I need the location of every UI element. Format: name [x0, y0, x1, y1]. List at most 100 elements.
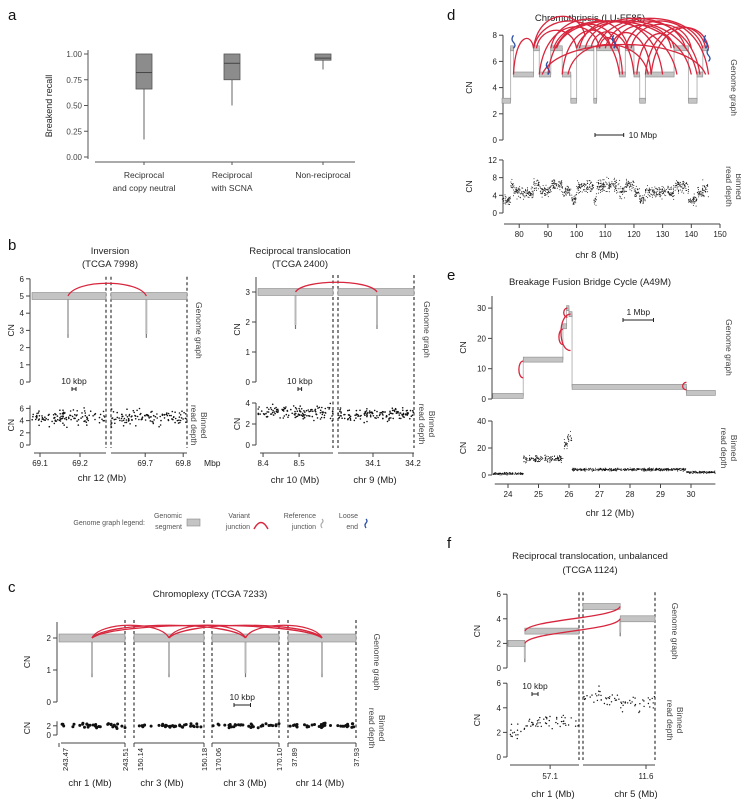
read-depth-point	[504, 472, 506, 474]
read-depth-point	[412, 409, 414, 412]
y-tick-label: 0.00	[66, 153, 82, 162]
read-depth-point	[502, 473, 503, 475]
read-depth-point	[547, 190, 549, 192]
read-depth-point	[317, 725, 321, 728]
read-depth-point	[153, 419, 155, 421]
read-depth-point	[609, 183, 610, 185]
read-depth-point	[275, 411, 278, 413]
read-depth-point	[515, 189, 517, 191]
read-depth-point	[649, 195, 651, 197]
variant-junction	[535, 29, 578, 49]
read-depth-point	[516, 192, 518, 194]
read-depth-point	[91, 723, 95, 727]
read-depth-point	[683, 182, 684, 184]
panel-label-d: d	[447, 7, 455, 24]
scale-bar-label: 10 kbp	[522, 681, 548, 691]
read-depth-point	[174, 724, 178, 728]
read-depth-point	[141, 416, 144, 419]
read-depth-points	[576, 180, 595, 194]
read-depth-point	[121, 413, 123, 416]
read-depth-point	[556, 184, 558, 186]
read-depth-point	[568, 188, 570, 190]
read-depth-point	[643, 201, 644, 203]
read-depth-point	[565, 194, 567, 196]
read-depth-point	[526, 190, 528, 192]
genomic-segment	[110, 292, 188, 300]
read-depth-point	[99, 413, 102, 416]
read-depth-point	[55, 413, 57, 416]
read-depth-point	[524, 457, 526, 459]
read-depth-point	[65, 416, 67, 419]
read-depth-point	[673, 187, 674, 189]
read-depth-point	[164, 413, 166, 416]
read-depth-point	[547, 456, 549, 457]
read-depth-point	[599, 690, 601, 693]
read-depth-point	[535, 460, 537, 462]
cn-axis-label: CN	[232, 418, 242, 430]
variant-junction	[91, 624, 170, 639]
read-depth-track-label: read depth	[367, 708, 377, 749]
read-depth-point	[508, 198, 510, 200]
panel-title: (TCGA 7998)	[82, 259, 138, 270]
y-tick-label: 30	[477, 304, 486, 313]
genomic-segment	[619, 615, 656, 623]
y-tick-label: 0	[20, 378, 25, 387]
read-depth-point	[622, 704, 624, 706]
read-depth-point	[678, 190, 680, 192]
y-tick-label: 0	[47, 731, 52, 740]
read-depth-point	[578, 192, 580, 194]
read-depth-point	[298, 409, 301, 412]
variant-junction	[524, 618, 621, 644]
read-depth-point	[512, 732, 514, 734]
read-depth-point	[649, 699, 651, 701]
read-depth-point	[632, 187, 634, 188]
read-depth-point	[331, 410, 334, 412]
read-depth-point	[567, 186, 569, 188]
variant-junction	[538, 26, 601, 75]
read-depth-point	[612, 469, 614, 470]
read-depth-point	[655, 470, 657, 471]
read-depth-point	[695, 470, 697, 472]
read-depth-point	[620, 186, 622, 188]
read-depth-point	[101, 418, 103, 421]
read-depth-point	[667, 468, 668, 470]
read-depth-point	[324, 407, 327, 410]
read-depth-point	[500, 473, 502, 475]
read-depth-point	[571, 197, 573, 199]
read-depth-point	[637, 468, 638, 470]
read-depth-point	[573, 469, 575, 471]
read-depth-point	[277, 411, 279, 413]
read-depth-point	[676, 184, 678, 186]
read-depth-point	[678, 185, 680, 187]
read-depth-point	[177, 422, 180, 424]
y-tick-label: 0	[497, 753, 502, 762]
variant-junction	[650, 26, 710, 75]
read-depth-point	[282, 408, 285, 411]
read-depth-point	[283, 415, 286, 417]
y-tick-label: 6	[497, 590, 502, 599]
read-depth-point	[703, 472, 704, 474]
read-depth-point	[644, 469, 646, 470]
read-depth-point	[176, 419, 179, 422]
read-depth-point	[285, 406, 287, 408]
read-depth-points	[696, 186, 704, 198]
x-axis-label: chr 3 (Mb)	[140, 778, 183, 789]
read-depth-point	[540, 188, 542, 189]
genomic-segment	[593, 97, 597, 104]
read-depth-point	[590, 188, 592, 190]
read-depth-point	[503, 200, 505, 202]
read-depth-point	[673, 185, 674, 187]
read-depth-point	[685, 468, 687, 470]
read-depth-point	[661, 468, 663, 470]
read-depth-point	[547, 461, 549, 463]
read-depth-point	[64, 417, 66, 420]
read-depth-point	[623, 189, 625, 191]
read-depth-point	[89, 410, 92, 413]
read-depth-track-label: Binned	[734, 173, 741, 200]
read-depth-track-label: read depth	[724, 166, 734, 207]
read-depth-point	[619, 197, 621, 199]
read-depth-point	[132, 409, 135, 412]
read-depth-point	[676, 469, 678, 471]
x-axis-label: chr 5 (Mb)	[614, 789, 657, 800]
read-depth-point	[259, 724, 263, 728]
